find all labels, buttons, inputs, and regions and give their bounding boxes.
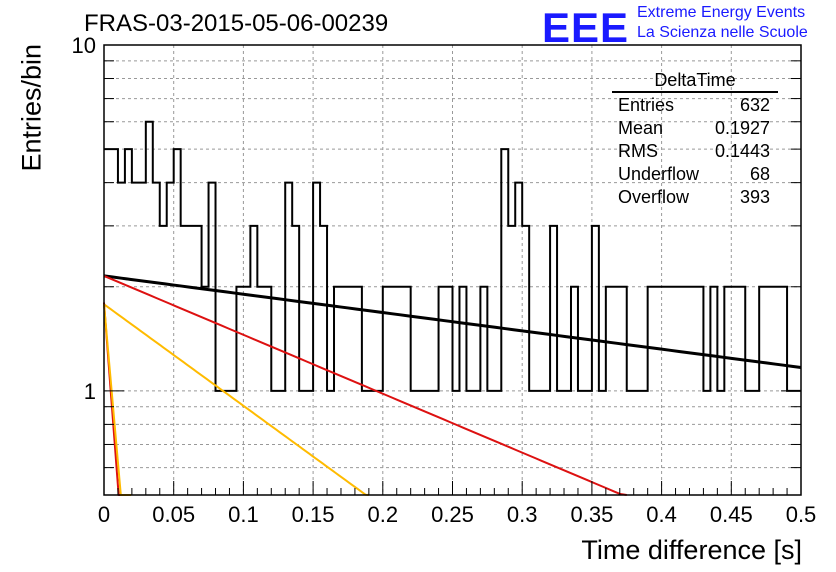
x-tick-label: 0.05: [152, 502, 195, 527]
y-tick-label: 1: [84, 379, 96, 404]
x-tick-label: 0: [98, 502, 110, 527]
x-tick-label: 0.25: [431, 502, 474, 527]
axes: 0 0.05 0.1 0.15 0.2 0.25 0.3 0.35 0.4 0.45 0.5 1 10: [72, 33, 817, 527]
histogram-steps: [104, 120, 801, 392]
stats-row-mean: Mean 0.1927: [612, 117, 778, 140]
x-tick-label: 0.45: [710, 502, 753, 527]
fit-curve-red: [103, 302, 129, 496]
y-tick-label: 10: [72, 33, 96, 58]
x-tick-label: 0.3: [507, 502, 538, 527]
stats-row-overflow: Overflow 393: [612, 186, 778, 209]
fit-curves: [103, 274, 802, 496]
y-axis-label: Entries/bin: [16, 43, 47, 172]
stats-value: 0.1443: [714, 141, 770, 161]
x-tick-label: 0.5: [786, 502, 817, 527]
stats-label: Entries: [618, 95, 675, 115]
x-tick-label: 0.4: [646, 502, 677, 527]
grid-lines: [104, 45, 801, 495]
stats-label: Overflow: [618, 187, 690, 207]
stats-value: 393: [739, 187, 770, 207]
x-tick-label: 0.1: [228, 502, 259, 527]
stats-row-rms: RMS 0.1443: [612, 140, 778, 163]
fit-curve-red: [103, 274, 627, 496]
x-tick-label: 0.15: [292, 502, 335, 527]
stats-label: Underflow: [618, 164, 700, 184]
stats-label: Mean: [618, 118, 664, 138]
logo-subtitle-1: Extreme Energy Events: [637, 4, 806, 21]
stats-row-entries: Entries 632: [612, 94, 778, 117]
stats-value: 632: [739, 95, 770, 115]
stats-title: DeltaTime: [612, 70, 778, 93]
stats-row-underflow: Underflow 68: [612, 163, 778, 186]
stats-value: 0.1927: [714, 118, 770, 138]
x-tick-label: 0.35: [570, 502, 613, 527]
fit-curve-orange: [103, 303, 369, 496]
eee-logo: EEE: [542, 4, 630, 51]
stats-box: DeltaTime Entries 632 Mean 0.1927 RMS 0.…: [612, 70, 778, 209]
chart-title: FRAS-03-2015-05-06-00239: [84, 10, 389, 37]
stats-value: 68: [749, 164, 770, 184]
stats-label: RMS: [618, 141, 658, 161]
x-axis-label: Time difference [s]: [581, 535, 802, 565]
x-tick-label: 0.2: [368, 502, 399, 527]
fit-curve-orange: [103, 304, 132, 496]
logo-subtitle-2: La Scienza nelle Scuole: [637, 24, 808, 41]
fit-curve-black: [103, 274, 802, 369]
histogram-series: [104, 120, 801, 392]
